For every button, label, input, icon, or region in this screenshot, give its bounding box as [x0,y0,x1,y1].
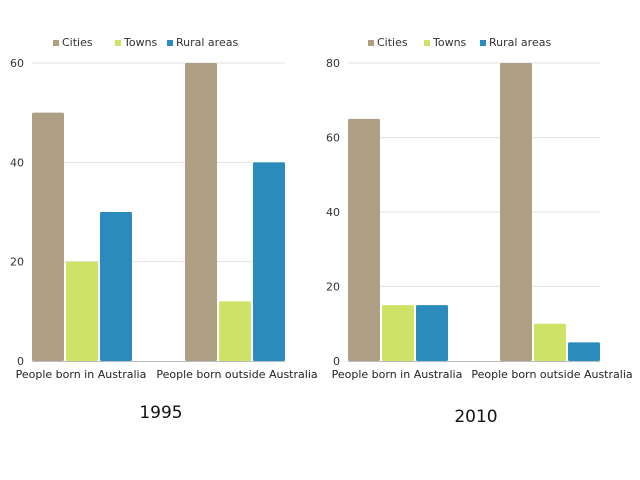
legend-label: Cities [377,36,408,49]
y-tick-label: 0 [333,355,340,368]
bar-cities [32,112,64,362]
chart-1995: 0 20 40 60 People born in Australia People bo… [10,36,318,423]
bar-rural-areas [416,305,448,361]
y-tick-label: 0 [17,355,24,368]
bar-rural-areas [568,342,600,361]
legend-label: Rural areas [176,36,238,49]
bar-towns [219,301,251,361]
category-label: People born in Australia [332,368,463,381]
legend-swatch [53,40,59,46]
bar-towns [66,261,98,361]
category-label: People born in Australia [16,368,147,381]
y-tick-label: 40 [326,206,340,219]
legend-swatch [167,40,173,46]
category-label: People born outside Australia [156,368,317,381]
bar-cities [348,118,380,361]
bar-cities [500,63,532,361]
bar-rural-areas [253,162,285,361]
bar-rural-areas [100,212,132,361]
y-tick-label: 20 [326,281,340,294]
y-tick-label: 40 [10,156,24,169]
legend-swatch [480,40,486,46]
legend-swatch [115,40,121,46]
y-tick-label: 60 [10,57,24,70]
bar-cities [185,63,217,361]
legend-swatch [368,40,374,46]
y-tick-label: 80 [326,57,340,70]
legend-swatch [424,40,430,46]
legend-label: Rural areas [489,36,551,49]
y-tick-label: 60 [326,132,340,145]
legend-label: Towns [432,36,467,49]
y-tick-label: 20 [10,256,24,269]
category-label: People born outside Australia [471,368,632,381]
bar-towns [382,305,414,361]
chart-title: 1995 [139,403,182,423]
bar-towns [534,323,566,361]
chart-title: 2010 [454,407,497,427]
legend-label: Cities [62,36,93,49]
chart-2010: 0 20 40 60 80 People born in Australia People … [326,36,633,427]
legend-label: Towns [123,36,158,49]
